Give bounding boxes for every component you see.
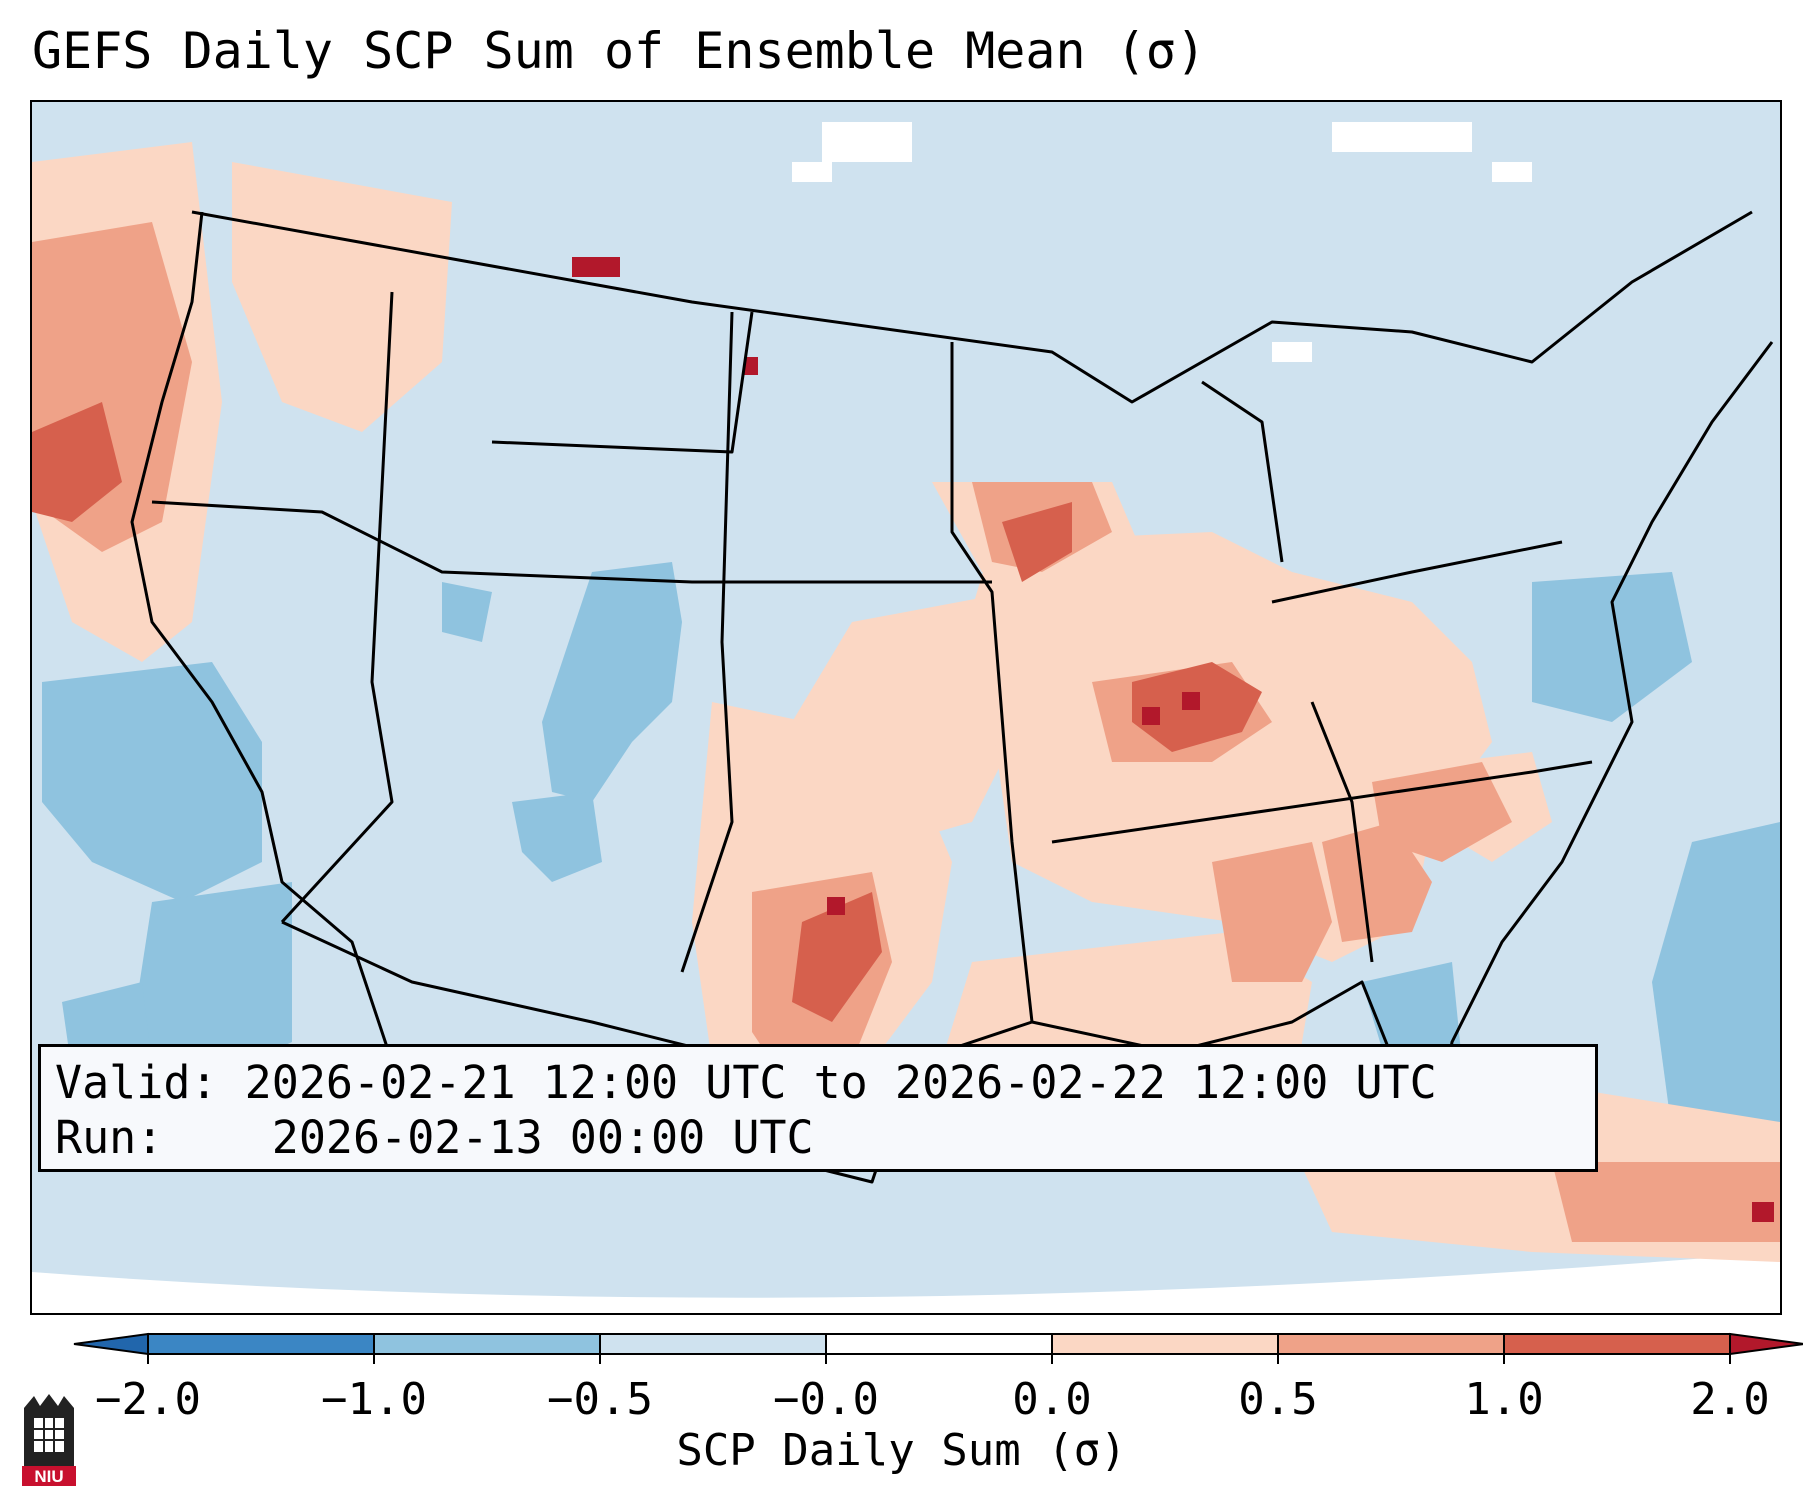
projection-edge	[32, 1252, 1780, 1313]
run-label: Run:	[55, 1111, 164, 1164]
colorbar-extend-high	[1729, 1332, 1803, 1356]
region-oregon-offshore-strong	[32, 402, 122, 522]
run-time: 2026-02-13 00:00 UTC	[271, 1111, 814, 1164]
northern-border	[191, 210, 1753, 404]
colorbar-ticks: −2.0 −1.0 −0.5 −0.0 0.0 0.5 1.0 2.0	[95, 1334, 1770, 1425]
cell-indiana-extreme	[1182, 692, 1200, 710]
logo-text: NIU	[34, 1467, 63, 1486]
colorbar-segment	[600, 1334, 826, 1354]
region-pacific-south-blue	[132, 882, 292, 1092]
region-atlantic-blue	[1532, 572, 1692, 722]
colorbar-tick-label: 0.0	[1012, 1374, 1091, 1425]
colorbar-tick-label: 2.0	[1690, 1374, 1769, 1425]
state-line-central	[151, 500, 992, 584]
colorbar-tick-label: 1.0	[1464, 1374, 1543, 1425]
validity-info-box: Valid: 2026-02-21 12:00 UTC to 2026-02-2…	[38, 1044, 1598, 1172]
tennessee-border	[1051, 760, 1593, 844]
colorbar-segments	[148, 1334, 1730, 1354]
ohio-border	[1271, 540, 1563, 604]
valid-label: Valid:	[55, 1056, 218, 1109]
mississippi-border	[950, 342, 1034, 1023]
colorbar-tick-label: −0.0	[773, 1374, 879, 1425]
strong-positive-regions	[32, 402, 1262, 1022]
region-pacific-blue	[42, 662, 262, 902]
extreme-positive-cells	[572, 257, 1774, 1222]
region-alabama-medium	[1212, 842, 1332, 982]
region-upper-midwest-strong	[1002, 502, 1072, 582]
colorbar-tick-label: 0.5	[1238, 1374, 1317, 1425]
region-new-mexico-blue	[512, 792, 602, 882]
cell-north-dakota-extreme	[744, 357, 758, 375]
region-north-texas-strong	[792, 892, 882, 1022]
region-colorado-blue	[542, 562, 682, 802]
region-georgia-medium	[1322, 822, 1432, 942]
missing-data-cells	[792, 122, 1532, 362]
colorbar-tick-label: −1.0	[321, 1374, 427, 1425]
cell-illinois-extreme	[1142, 707, 1160, 725]
colorbar-tick-label: −2.0	[95, 1374, 201, 1425]
region-utah-blue	[442, 582, 492, 642]
colorbar-segment	[1504, 1334, 1730, 1354]
plains-border	[680, 311, 734, 973]
colorbar-segment	[1278, 1334, 1504, 1354]
colorbar-segment	[826, 1334, 1052, 1354]
colorbar-label: SCP Daily Sum (σ)	[676, 1425, 1127, 1476]
west-coastline	[130, 211, 424, 1163]
east-coastline	[1430, 341, 1774, 1163]
region-atlantic-east-blue	[1652, 822, 1780, 1132]
niu-logo: NIU	[22, 1394, 76, 1486]
cell-caribbean-extreme	[1752, 1202, 1774, 1222]
cell-texas-extreme	[827, 897, 845, 915]
valid-time-range: 2026-02-21 12:00 UTC to 2026-02-22 12:00…	[244, 1056, 1437, 1109]
great-lakes-outline	[1201, 380, 1284, 563]
chart-title: GEFS Daily SCP Sum of Ensemble Mean (σ)	[32, 22, 1206, 80]
colorbar-tick-label: −0.5	[547, 1374, 653, 1425]
colorbar-segment	[148, 1334, 374, 1354]
cell-montana-extreme	[572, 257, 620, 277]
wyoming-border	[491, 311, 754, 454]
colorbar-segment	[374, 1334, 600, 1354]
colorbar-segment	[1052, 1334, 1278, 1354]
logo-band	[22, 1466, 76, 1486]
alabama-georgia-border	[1310, 701, 1374, 963]
colorbar-extend-low	[73, 1332, 149, 1356]
nevada-border	[280, 291, 394, 924]
region-caribbean-medium	[1552, 1162, 1780, 1242]
colorbar: −2.0 −1.0 −0.5 −0.0 0.0 0.5 1.0 2.0	[73, 1332, 1803, 1425]
region-south-carolina-medium	[1372, 762, 1512, 862]
